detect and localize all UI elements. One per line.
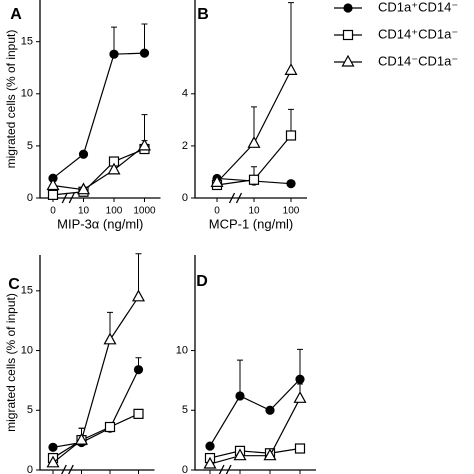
panel-label: C [8,276,20,293]
legend-label: CD14⁻CD1a⁻ [378,53,458,68]
axes [194,0,307,199]
marker-circle [139,48,150,58]
marker-triangle [74,432,89,445]
y-tick-label: 10 [21,88,33,100]
x-tick-label: 10 [248,206,260,217]
y-tick-label: 5 [27,140,33,152]
marker-square [133,408,144,419]
y-tick-label: 5 [182,404,188,416]
error-bar [141,23,148,54]
y-tick-label: 15 [21,36,33,48]
marker-triangle [103,332,117,345]
panel-label: A [10,6,22,23]
y-tick-label: 10 [176,344,188,356]
series-line [52,413,139,459]
y-tick-label: 0 [182,464,188,474]
y-tick-label: 0 [27,464,33,474]
marker-triangle [233,448,247,461]
marker-triangle [131,289,146,302]
y-tick-label: 15 [21,285,33,297]
panel-label: D [196,273,208,290]
x-tick-label: 0 [50,206,56,217]
marker-circle [78,149,89,159]
marker-circle [48,442,58,452]
marker-circle [265,405,275,415]
series-line [52,52,145,179]
marker-square [47,189,59,200]
legend-label: CD1a⁺CD14⁻ [378,0,458,14]
marker-triangle [76,182,91,195]
marker-circle [235,391,245,401]
marker-square [104,421,116,433]
y-axis-label: migrated cells (% of input) [4,293,18,432]
axis-break [218,464,232,474]
marker-triangle [293,391,307,403]
x-tick-label: 0 [214,206,220,217]
y-tick-label: 10 [21,344,33,356]
marker-triangle [107,162,121,175]
marker-circle [109,49,119,59]
marker-circle [295,374,305,384]
series-line [52,148,145,196]
y-tick-label: 0 [182,192,188,204]
x-tick-label: 100 [106,206,123,217]
x-tick-label: 10 [78,206,90,217]
series-line [52,369,140,448]
legend-label: CD14⁺CD1a⁻ [378,26,458,41]
marker-circle [343,3,353,13]
y-tick-label: 4 [182,88,188,100]
marker-square [342,29,354,41]
marker-triangle [247,136,261,148]
axis-break [61,464,74,474]
axis-break [61,192,75,204]
error-bar [237,359,243,396]
marker-circle [205,441,215,451]
x-axis-label: MIP-3α (ng/ml) [57,216,143,231]
marker-triangle [341,54,355,67]
x-tick-label: 1000 [133,206,156,217]
series-line [209,398,301,465]
y-tick-label: 0 [27,192,33,204]
x-axis-label: MCP-1 (ng/ml) [209,216,294,231]
series-line [209,378,301,447]
marker-triangle [137,138,152,151]
series-line [209,447,301,459]
y-axis-label: migrated cells (% of input) [4,30,18,169]
axis-break [228,192,243,204]
error-bar [297,348,303,380]
axes [194,255,316,471]
marker-circle [48,173,58,183]
x-tick-label: 100 [283,206,300,217]
marker-circle [286,179,296,189]
panel-label: B [197,6,209,23]
marker-triangle [203,456,217,469]
marker-triangle [284,63,298,75]
axes [39,255,155,471]
marker-square [248,174,260,185]
marker-triangle [46,455,60,468]
y-tick-label: 2 [182,140,188,152]
marker-square [294,443,306,454]
series-line [52,296,140,464]
error-bar [288,2,294,71]
marker-triangle [46,178,60,191]
marker-triangle [263,448,277,461]
series-line [52,145,145,191]
y-tick-label: 5 [27,404,33,416]
marker-triangle [210,175,224,187]
marker-square [285,130,297,141]
marker-circle [133,365,144,375]
